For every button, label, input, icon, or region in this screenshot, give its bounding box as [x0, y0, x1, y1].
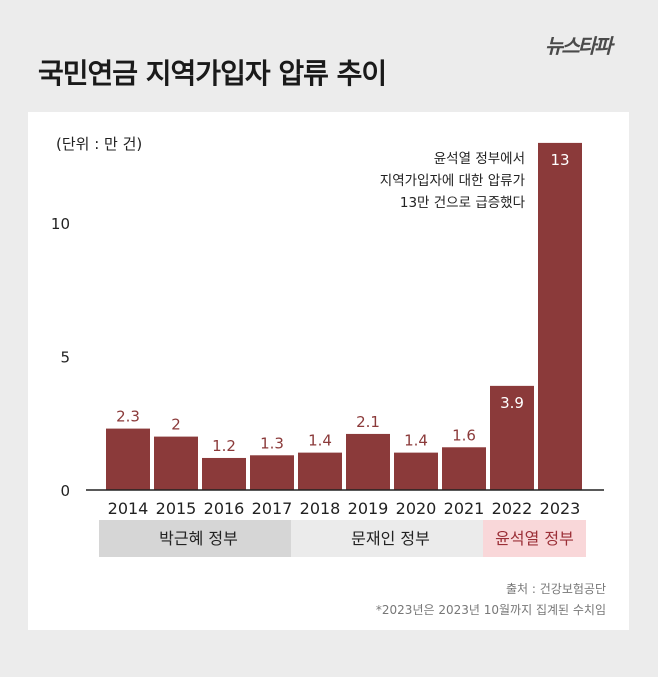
x-tick-label-2023: 2023 — [540, 499, 581, 518]
unit-label: (단위 : 만 건) — [56, 135, 143, 153]
x-tick-label-2014: 2014 — [108, 499, 149, 518]
y-tick-label: 5 — [60, 349, 70, 367]
annotation-line-1: 윤석열 정부에서 — [433, 151, 525, 167]
value-label-2018: 1.4 — [308, 432, 332, 450]
x-tick-label-2018: 2018 — [300, 499, 341, 518]
bar-2018 — [298, 452, 342, 490]
chart-title: 국민연금 지역가입자 압류 추이 — [38, 57, 387, 90]
bar-2015 — [154, 436, 198, 490]
value-label-2020: 1.4 — [404, 432, 428, 450]
publisher-logo: 뉴스타파 — [545, 34, 613, 58]
annotation: 윤석열 정부에서 지역가입자에 대한 압류가 13만 건으로 급증했다 — [380, 148, 525, 214]
x-tick-label-2017: 2017 — [252, 499, 293, 518]
value-label-2016: 1.2 — [212, 437, 236, 455]
x-tick-label-2016: 2016 — [204, 499, 245, 518]
x-tick-label-2022: 2022 — [492, 499, 533, 518]
x-tick-label-2015: 2015 — [156, 499, 197, 518]
value-label-2019: 2.1 — [356, 413, 380, 431]
bar-2019 — [346, 433, 390, 490]
x-tick-label-2021: 2021 — [444, 499, 485, 518]
annotation-line-3: 13만 건으로 급증했다 — [399, 195, 525, 211]
y-tick-label: 0 — [60, 482, 70, 500]
footnote: *2023년은 2023년 10월까지 집계된 수치임 — [375, 603, 606, 617]
x-tick-label-2019: 2019 — [348, 499, 389, 518]
y-tick-label: 10 — [51, 215, 70, 233]
value-label-2023: 13 — [550, 151, 569, 169]
bar-2014 — [106, 428, 150, 490]
annotation-line-2: 지역가입자에 대한 압류가 — [379, 173, 525, 189]
era-yoon: 윤석열 정부 — [483, 520, 586, 557]
era-moon: 문재인 정부 — [291, 520, 490, 557]
bar-2021 — [442, 447, 486, 490]
bar-2023 — [538, 142, 582, 490]
value-label-2015: 2 — [171, 416, 181, 434]
source-note: 출처 : 건강보험공단 — [506, 582, 606, 596]
value-label-2014: 2.3 — [116, 408, 140, 426]
value-label-2017: 1.3 — [260, 434, 284, 452]
value-label-2022: 3.9 — [500, 394, 524, 412]
bar-2016 — [202, 457, 246, 490]
bar-2020 — [394, 452, 438, 490]
bar-2022 — [490, 385, 534, 490]
x-tick-label-2020: 2020 — [396, 499, 437, 518]
value-label-2021: 1.6 — [452, 426, 476, 444]
bar-2017 — [250, 455, 294, 490]
era-park: 박근혜 정부 — [99, 520, 298, 557]
